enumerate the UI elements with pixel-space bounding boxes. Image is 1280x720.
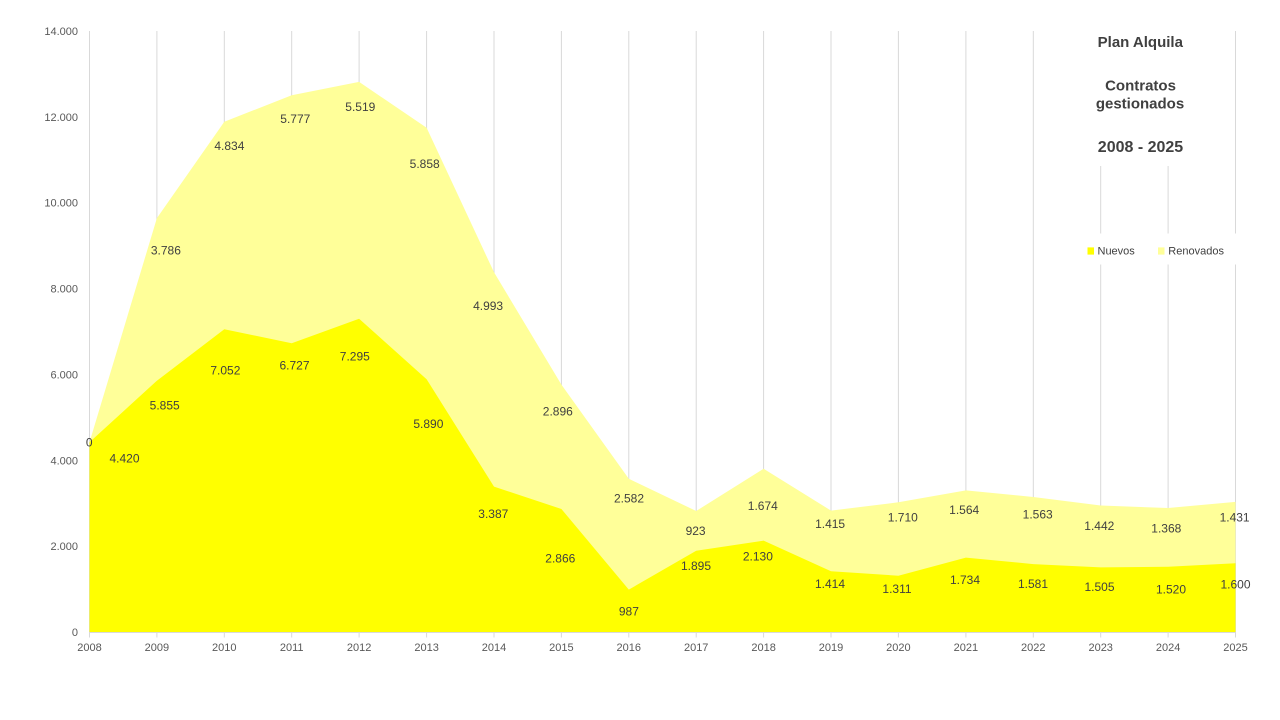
svg-text:2.582: 2.582 <box>614 491 644 505</box>
svg-text:5.855: 5.855 <box>150 399 180 413</box>
svg-text:1.600: 1.600 <box>1220 578 1250 592</box>
svg-text:1.311: 1.311 <box>882 582 911 596</box>
svg-text:6.000: 6.000 <box>50 369 78 381</box>
svg-text:2014: 2014 <box>482 642 506 654</box>
svg-text:7.052: 7.052 <box>210 364 240 378</box>
svg-text:2022: 2022 <box>1021 642 1045 654</box>
svg-text:0: 0 <box>72 627 78 639</box>
svg-text:2008: 2008 <box>77 642 101 654</box>
svg-text:1.674: 1.674 <box>748 499 778 513</box>
svg-text:2020: 2020 <box>886 642 910 654</box>
svg-text:2012: 2012 <box>347 642 371 654</box>
svg-text:6.727: 6.727 <box>279 359 309 373</box>
svg-text:2018: 2018 <box>751 642 775 654</box>
svg-text:2011: 2011 <box>280 642 304 654</box>
svg-text:2021: 2021 <box>954 642 978 654</box>
svg-text:Contratos: Contratos <box>1105 78 1176 95</box>
svg-text:Renovados: Renovados <box>1168 245 1224 257</box>
svg-text:8.000: 8.000 <box>50 284 78 296</box>
svg-text:1.415: 1.415 <box>815 517 845 531</box>
svg-text:4.000: 4.000 <box>50 455 78 467</box>
svg-text:4.993: 4.993 <box>473 299 503 313</box>
svg-text:2019: 2019 <box>819 642 843 654</box>
svg-text:5.777: 5.777 <box>280 112 310 126</box>
svg-text:2017: 2017 <box>684 642 708 654</box>
svg-text:987: 987 <box>619 605 639 619</box>
svg-text:923: 923 <box>686 524 706 538</box>
svg-text:4.420: 4.420 <box>109 451 139 465</box>
svg-text:1.414: 1.414 <box>815 577 845 591</box>
svg-text:2.896: 2.896 <box>543 404 573 418</box>
svg-text:14.000: 14.000 <box>44 26 78 38</box>
svg-text:gestionados: gestionados <box>1096 95 1184 112</box>
svg-text:1.564: 1.564 <box>949 503 979 517</box>
svg-text:1.442: 1.442 <box>1084 519 1114 533</box>
svg-text:2.130: 2.130 <box>743 550 773 564</box>
svg-text:2024: 2024 <box>1156 642 1180 654</box>
svg-text:Plan Alquila: Plan Alquila <box>1098 34 1184 51</box>
svg-text:1.710: 1.710 <box>888 511 918 525</box>
svg-text:1.520: 1.520 <box>1156 583 1186 597</box>
svg-text:12.000: 12.000 <box>44 112 78 124</box>
svg-text:1.368: 1.368 <box>1151 521 1181 535</box>
svg-text:2016: 2016 <box>617 642 641 654</box>
svg-text:2008 - 2025: 2008 - 2025 <box>1098 139 1184 156</box>
svg-text:Nuevos: Nuevos <box>1098 245 1136 257</box>
svg-text:5.519: 5.519 <box>345 100 375 114</box>
svg-text:2010: 2010 <box>212 642 236 654</box>
svg-text:7.295: 7.295 <box>340 350 370 364</box>
svg-text:1.563: 1.563 <box>1023 507 1053 521</box>
svg-text:2023: 2023 <box>1088 642 1112 654</box>
svg-text:2.000: 2.000 <box>50 541 78 553</box>
svg-text:2025: 2025 <box>1223 642 1247 654</box>
svg-text:1.895: 1.895 <box>681 559 711 573</box>
svg-text:1.581: 1.581 <box>1018 577 1048 591</box>
svg-text:3.387: 3.387 <box>478 507 508 521</box>
svg-text:0: 0 <box>86 436 93 450</box>
svg-text:5.858: 5.858 <box>410 157 440 171</box>
svg-text:3.786: 3.786 <box>151 244 181 258</box>
svg-text:2015: 2015 <box>549 642 573 654</box>
svg-text:4.834: 4.834 <box>214 139 244 153</box>
svg-text:2.866: 2.866 <box>545 551 575 565</box>
svg-text:10.000: 10.000 <box>44 198 78 210</box>
svg-text:1.431: 1.431 <box>1220 510 1250 524</box>
svg-text:5.890: 5.890 <box>413 417 443 431</box>
svg-text:2009: 2009 <box>145 642 169 654</box>
svg-text:2013: 2013 <box>414 642 438 654</box>
svg-text:1.734: 1.734 <box>950 573 980 587</box>
svg-text:1.505: 1.505 <box>1084 580 1114 594</box>
